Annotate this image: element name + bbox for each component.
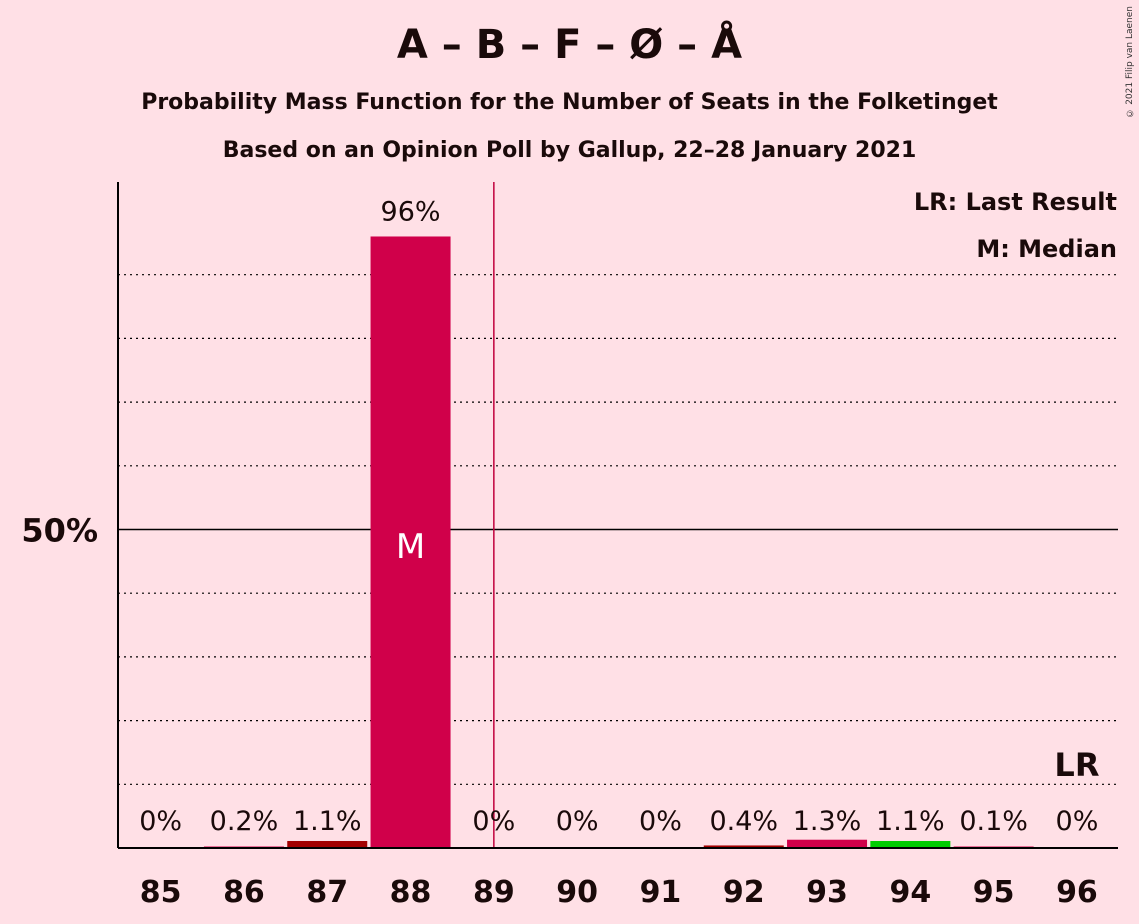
legend-last-result: LR: Last Result xyxy=(914,188,1117,216)
x-tick-92: 92 xyxy=(723,875,765,910)
median-marker: M xyxy=(396,527,425,567)
x-tick-89: 89 xyxy=(473,875,515,910)
chart-subtitle: Probability Mass Function for the Number… xyxy=(141,90,998,115)
value-label-93: 1.3% xyxy=(793,806,862,837)
value-label-95: 0.1% xyxy=(959,806,1028,837)
chart-title: A – B – F – Ø – Å xyxy=(396,22,743,68)
value-label-91: 0% xyxy=(639,806,682,837)
value-label-85: 0% xyxy=(139,806,182,837)
bar-88 xyxy=(370,236,451,849)
bar-93 xyxy=(787,839,868,848)
value-label-92: 0.4% xyxy=(709,806,778,837)
value-label-96: 0% xyxy=(1056,806,1099,837)
x-tick-94: 94 xyxy=(889,875,931,910)
x-tick-87: 87 xyxy=(306,875,348,910)
value-label-88: 96% xyxy=(381,196,441,227)
value-label-94: 1.1% xyxy=(876,806,945,837)
chart-source-line: Based on an Opinion Poll by Gallup, 22–2… xyxy=(222,138,917,163)
x-tick-86: 86 xyxy=(223,875,265,910)
x-tick-85: 85 xyxy=(140,875,182,910)
bar-92 xyxy=(703,845,784,848)
bar-94 xyxy=(870,840,951,848)
legend-median: M: Median xyxy=(976,235,1117,263)
value-label-87: 1.1% xyxy=(293,806,362,837)
value-label-89: 0% xyxy=(472,806,515,837)
y-tick-50: 50% xyxy=(21,512,98,550)
x-tick-90: 90 xyxy=(556,875,598,910)
bar-87 xyxy=(287,840,368,848)
x-tick-96: 96 xyxy=(1056,875,1098,910)
x-tick-91: 91 xyxy=(640,875,682,910)
value-label-90: 0% xyxy=(556,806,599,837)
x-tick-95: 95 xyxy=(973,875,1015,910)
x-tick-93: 93 xyxy=(806,875,848,910)
value-label-86: 0.2% xyxy=(210,806,279,837)
last-result-marker: LR xyxy=(1054,746,1099,784)
x-tick-88: 88 xyxy=(390,875,432,910)
